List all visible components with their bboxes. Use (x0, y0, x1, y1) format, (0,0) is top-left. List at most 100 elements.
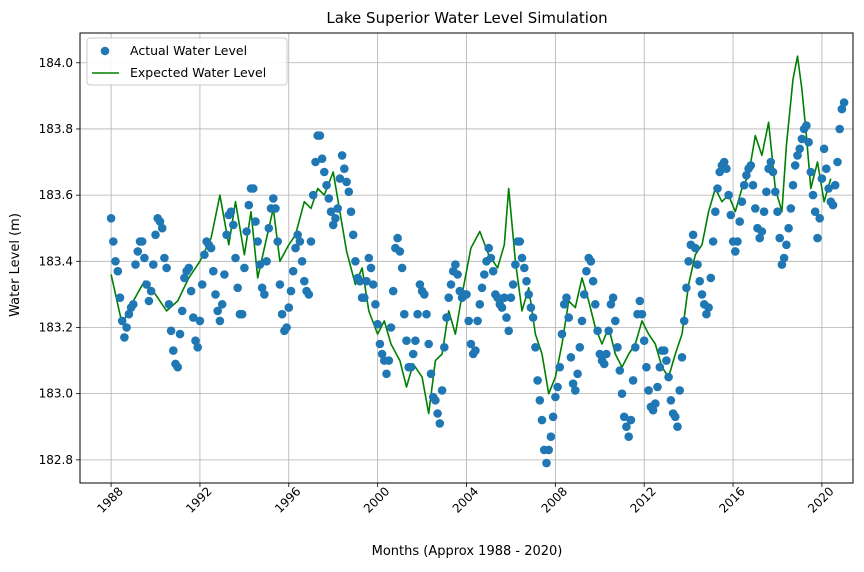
actual-water-level-point (566, 353, 576, 362)
actual-water-level-point (531, 343, 540, 352)
actual-water-level-point (508, 280, 518, 289)
actual-water-level-point (542, 458, 551, 468)
actual-water-level-point (619, 412, 629, 422)
actual-water-level-point (431, 396, 440, 405)
actual-water-level-point (639, 336, 649, 346)
actual-water-level-point (733, 237, 742, 246)
actual-water-level-point (797, 134, 807, 144)
actual-water-level-point (568, 379, 578, 389)
actual-water-level-point (286, 286, 296, 296)
actual-water-level-point (364, 253, 374, 263)
actual-water-level-point (708, 237, 718, 246)
actual-water-level-point (453, 270, 462, 279)
actual-water-level-point (631, 343, 640, 352)
actual-water-level-point (593, 326, 602, 336)
actual-water-level-point (615, 366, 625, 375)
actual-water-level-point (766, 157, 776, 167)
actual-water-level-point (548, 412, 558, 422)
actual-water-level-point (377, 349, 387, 359)
actual-water-level-point (788, 180, 798, 190)
actual-water-level-point (375, 339, 385, 349)
actual-water-level-point (626, 415, 636, 425)
actual-water-level-point (822, 164, 831, 173)
actual-water-level-point (271, 204, 280, 213)
actual-water-level-point (362, 276, 371, 286)
actual-water-level-point (269, 194, 278, 203)
actual-water-level-point (775, 233, 784, 243)
actual-water-level-point (180, 273, 189, 283)
actual-water-level-point (697, 290, 707, 299)
y-axis-label: Water Level (m) (8, 213, 23, 317)
actual-water-level-point (526, 303, 536, 312)
actual-water-level-point (368, 280, 378, 289)
actual-water-level-point (484, 243, 494, 253)
actual-water-level-point (713, 184, 722, 193)
actual-water-level-point (759, 207, 769, 216)
actual-water-level-point (244, 200, 254, 210)
actual-water-level-point (497, 303, 507, 312)
actual-water-level-point (664, 372, 673, 382)
actual-water-level-point (582, 266, 591, 276)
actual-water-level-point (444, 293, 454, 303)
y-tick-label: 183.2 (39, 320, 73, 334)
actual-water-level-point (420, 290, 429, 299)
actual-water-level-point (671, 412, 680, 422)
actual-water-level-point (189, 313, 198, 322)
actual-water-level-point (197, 280, 207, 289)
actual-water-level-point (839, 98, 849, 107)
actual-water-level-point (515, 237, 525, 246)
actual-water-level-point (382, 369, 391, 379)
actual-water-level-point (617, 389, 627, 399)
actual-water-level-point (326, 207, 336, 216)
y-axis-ticks: 182.8 183.0 183.2 183.4 183.6 183.8 184.0 (39, 56, 80, 467)
actual-water-level-point (226, 207, 236, 216)
actual-water-level-point (193, 343, 202, 352)
actual-water-level-point (413, 309, 422, 319)
actual-water-level-point (644, 386, 653, 395)
actual-water-level-point (426, 369, 436, 379)
actual-water-level-point (384, 356, 394, 365)
actual-water-level-point (642, 362, 651, 372)
actual-water-level-point (175, 329, 185, 339)
actual-water-level-point (602, 349, 611, 359)
actual-water-level-point (140, 253, 149, 263)
actual-water-level-point (213, 306, 222, 316)
actual-water-level-point (748, 180, 758, 190)
y-tick-label: 183.8 (39, 122, 73, 136)
actual-water-level-point (673, 422, 682, 432)
actual-water-level-point (308, 190, 318, 200)
x-axis-label: Months (Approx 1988 - 2020) (372, 544, 563, 559)
actual-water-level-point (315, 131, 325, 140)
actual-water-level-point (473, 316, 482, 326)
actual-water-level-point (109, 237, 118, 246)
actual-water-level-point (579, 290, 589, 299)
expected-water-level-line (110, 55, 832, 415)
actual-water-level-point (406, 362, 416, 372)
actual-water-level-point (331, 214, 340, 223)
chart-title: Lake Superior Water Level Simulation (326, 9, 607, 27)
legend-marker-swatch (100, 46, 110, 56)
actual-water-level-point (115, 293, 125, 303)
actual-water-level-point (446, 280, 456, 289)
actual-water-level-point (255, 260, 265, 269)
actual-water-level-point (715, 167, 724, 177)
actual-water-level-point (520, 263, 529, 273)
actual-water-level-point (635, 296, 645, 306)
actual-water-level-point (651, 399, 660, 408)
actual-water-level-point (249, 184, 258, 193)
actual-water-level-point (335, 174, 345, 183)
actual-water-level-point (355, 276, 365, 286)
actual-water-level-point (684, 257, 693, 266)
actual-water-level-point (291, 243, 300, 253)
actual-water-level-point (773, 207, 782, 216)
actual-water-level-point (346, 207, 356, 216)
actual-water-level-point (830, 180, 840, 190)
actual-water-level-point (184, 263, 194, 273)
actual-water-level-point (624, 432, 633, 442)
actual-water-level-point (333, 204, 343, 213)
actual-water-level-point (628, 376, 638, 385)
actual-water-level-point (784, 223, 793, 233)
actual-water-level-point (200, 250, 209, 259)
actual-water-level-point (746, 161, 756, 170)
actual-water-level-point (595, 349, 605, 359)
